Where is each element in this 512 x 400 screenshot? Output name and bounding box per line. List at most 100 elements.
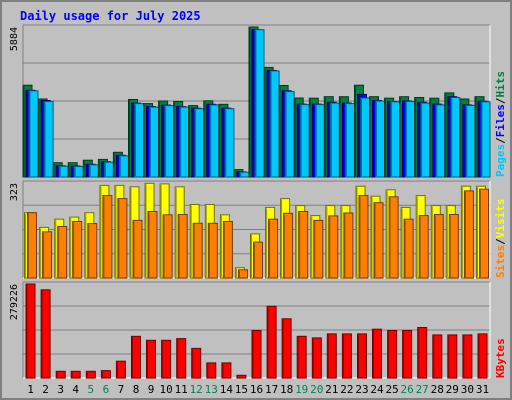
x-tick-label-day-22: 22 (340, 383, 353, 396)
x-tick-label-day-20: 20 (310, 383, 323, 396)
x-tick-label-day-10: 10 (159, 383, 172, 396)
bar-sites-day-22 (343, 212, 354, 279)
bar-sites-day-26 (403, 218, 414, 279)
bar-kbytes-day-21 (326, 333, 337, 379)
chart-title: Daily usage for July 2025 (20, 9, 201, 23)
bar-kbytes-day-31 (477, 333, 488, 379)
legend-sites: Sites (494, 245, 507, 278)
bar-kbytes-day-4 (70, 370, 81, 379)
bar-pages-day-14 (224, 108, 235, 178)
bar-kbytes-day-20 (311, 337, 322, 379)
bar-kbytes-day-11 (176, 338, 187, 379)
bar-kbytes-day-6 (100, 370, 111, 379)
bar-kbytes-day-16 (251, 330, 262, 379)
legend-hits-files-pages: Pages/Files/Hits (494, 71, 507, 177)
x-tick-label-day-29: 29 (446, 383, 459, 396)
bar-sites-day-12 (192, 222, 203, 279)
bar-kbytes-day-14 (221, 362, 232, 379)
bar-kbytes-day-25 (387, 330, 398, 379)
bar-kbytes-day-27 (417, 327, 428, 379)
bar-kbytes-day-15 (236, 374, 247, 379)
legend-visits-sites: Sites/Visits (494, 199, 507, 279)
bar-pages-day-31 (480, 101, 491, 178)
bar-sites-day-25 (388, 196, 399, 279)
bar-kbytes-day-8 (131, 335, 141, 379)
legend-kbytes: KBytes (494, 338, 507, 378)
bar-pages-day-2 (43, 101, 54, 178)
bar-sites-day-4 (72, 221, 83, 279)
x-tick-label-day-6: 6 (103, 383, 110, 396)
x-tick-label-day-25: 25 (385, 383, 398, 396)
bar-sites-day-18 (283, 212, 294, 279)
x-tick-label-day-3: 3 (57, 383, 64, 396)
x-tick-label-day-28: 28 (431, 383, 444, 396)
bar-sites-day-14 (222, 221, 233, 279)
bar-sites-day-31 (479, 188, 489, 279)
bar-sites-day-23 (358, 195, 369, 279)
legend-separator: / (494, 97, 507, 104)
bar-kbytes-day-23 (357, 333, 367, 379)
legend-separator: / (494, 137, 507, 144)
bar-kbytes-day-30 (462, 334, 473, 379)
bar-sites-day-17 (268, 218, 279, 279)
bar-sites-day-30 (463, 190, 474, 279)
bar-kbytes-day-17 (266, 305, 277, 379)
x-tick-label-day-12: 12 (190, 383, 203, 396)
bar-sites-day-2 (42, 231, 53, 279)
legend-files: Files (494, 104, 507, 137)
bar-kbytes-day-9 (146, 339, 156, 379)
x-tick-label-day-18: 18 (280, 383, 293, 396)
x-tick-label-day-8: 8 (133, 383, 140, 396)
x-tick-label-day-9: 9 (148, 383, 155, 396)
bar-sites-day-10 (162, 214, 173, 279)
bar-kbytes-day-10 (161, 339, 172, 379)
bar-sites-day-7 (117, 198, 128, 279)
bar-sites-day-5 (87, 223, 98, 279)
bar-kbytes-day-7 (115, 360, 126, 379)
bar-sites-day-28 (433, 214, 444, 279)
x-tick-label-day-15: 15 (235, 383, 248, 396)
bar-sites-day-15 (237, 269, 248, 279)
bar-sites-day-13 (207, 222, 218, 279)
bar-kbytes-day-5 (85, 370, 96, 379)
x-tick-label-day-5: 5 (87, 383, 94, 396)
bar-sites-day-1 (27, 212, 37, 279)
x-tick-label-day-21: 21 (325, 383, 338, 396)
bar-sites-day-9 (147, 211, 158, 279)
x-tick-label-day-31: 31 (476, 383, 489, 396)
x-tick-label-day-11: 11 (175, 383, 188, 396)
x-tick-label-day-24: 24 (370, 383, 384, 396)
y-max-label-hits-files-pages: 5884 (9, 27, 20, 51)
bar-sites-day-24 (373, 202, 384, 279)
legend-pages: Pages (494, 144, 507, 177)
x-tick-label-day-14: 14 (220, 383, 234, 396)
legend-visits: Visits (494, 199, 507, 239)
bar-kbytes-day-28 (432, 334, 443, 379)
bar-sites-day-3 (57, 226, 68, 279)
bar-kbytes-day-1 (25, 283, 36, 379)
bar-sites-day-20 (313, 219, 324, 279)
x-tick-label-day-7: 7 (118, 383, 125, 396)
bar-kbytes-day-26 (402, 330, 413, 379)
y-max-label-visits-sites: 323 (9, 183, 20, 201)
x-tick-label-day-27: 27 (416, 383, 429, 396)
x-tick-label-day-30: 30 (461, 383, 474, 396)
x-tick-label-day-13: 13 (205, 383, 218, 396)
bar-sites-day-27 (418, 215, 429, 279)
legend-hits: Hits (494, 71, 507, 98)
bar-sites-day-16 (253, 241, 263, 279)
bar-kbytes-day-24 (372, 328, 382, 379)
y-max-label-kbytes: 279226 (9, 284, 20, 320)
x-tick-label-day-16: 16 (250, 383, 263, 396)
bar-sites-day-21 (328, 215, 339, 279)
bar-sites-day-29 (448, 214, 459, 279)
bar-sites-day-11 (177, 214, 188, 279)
x-tick-label-day-26: 26 (400, 383, 413, 396)
bar-kbytes-day-18 (281, 318, 292, 379)
legend-separator: / (494, 238, 507, 245)
bar-kbytes-day-22 (341, 333, 352, 379)
x-tick-label-day-23: 23 (355, 383, 368, 396)
bar-kbytes-day-29 (447, 334, 458, 379)
bar-kbytes-day-2 (40, 289, 51, 379)
